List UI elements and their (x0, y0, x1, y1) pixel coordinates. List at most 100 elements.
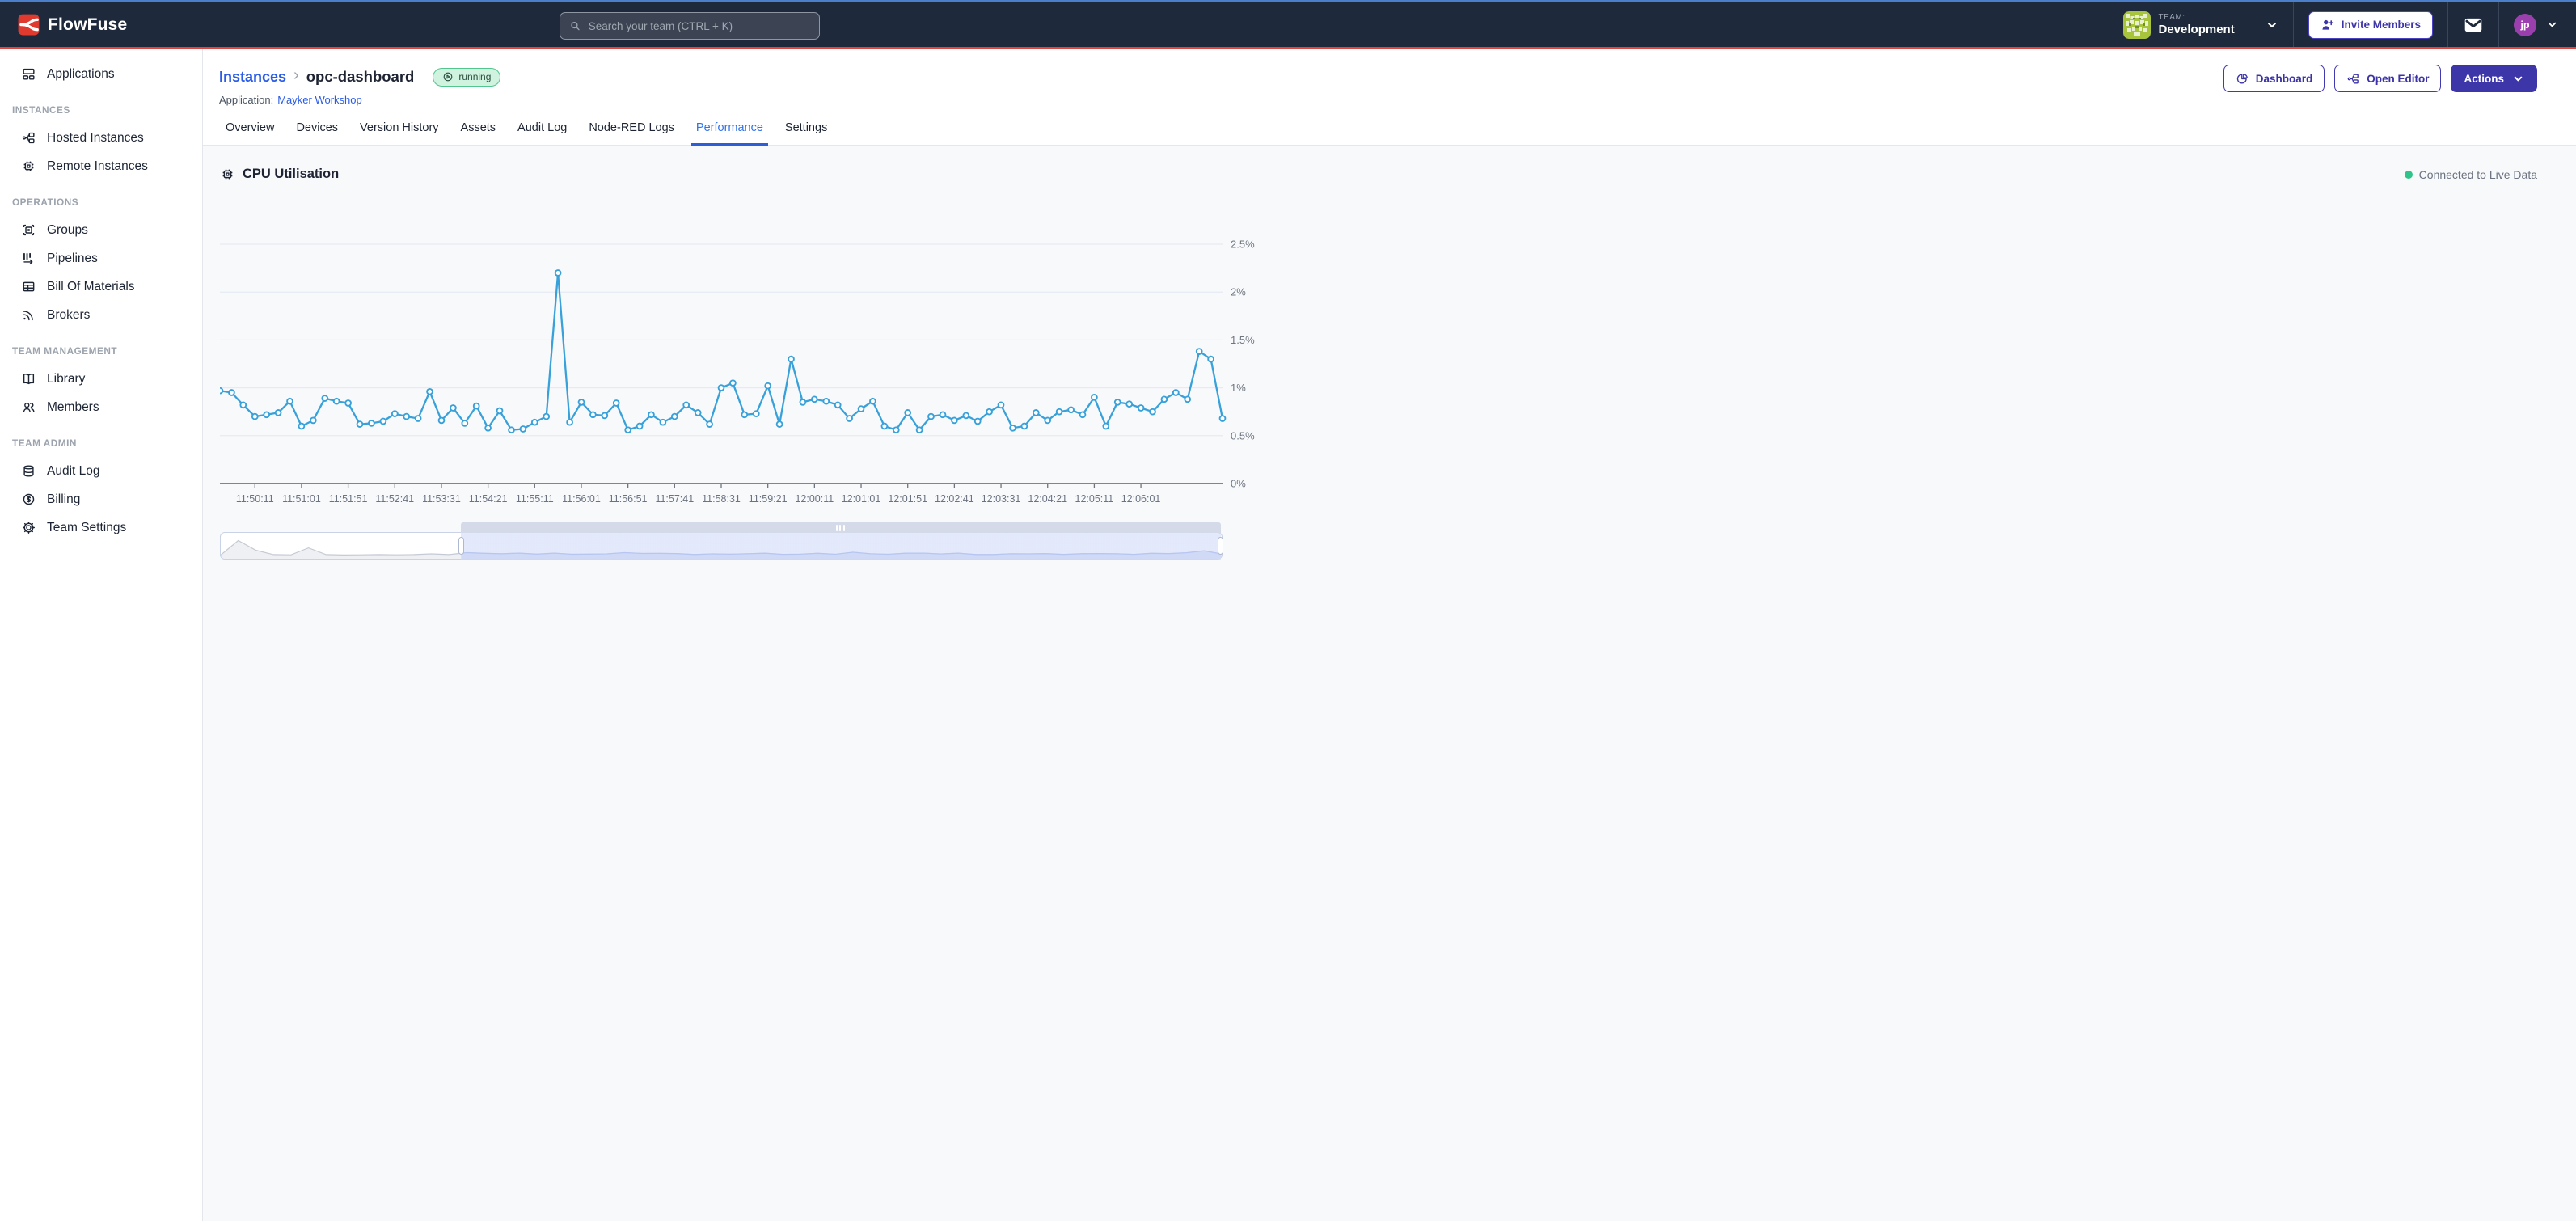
svg-text:12:03:31: 12:03:31 (982, 493, 1021, 505)
open-editor-button[interactable]: Open Editor (2334, 65, 2441, 92)
tab-overview[interactable]: Overview (221, 121, 279, 146)
flowfuse-logo[interactable]: FlowFuse (18, 14, 127, 36)
live-status: Connected to Live Data (2405, 168, 2537, 181)
svg-text:12:01:01: 12:01:01 (842, 493, 881, 505)
sidebar-item-label: Billing (47, 492, 80, 507)
team-search[interactable] (560, 12, 820, 40)
tab-audit-log[interactable]: Audit Log (513, 121, 572, 146)
team-selector[interactable]: TEAM: Development (2123, 2, 2278, 47)
tab-devices[interactable]: Devices (291, 121, 343, 146)
brush-handle-left[interactable] (458, 537, 464, 555)
svg-text:12:04:21: 12:04:21 (1028, 493, 1067, 505)
sidebar-item-remote-instances[interactable]: Remote Instances (0, 152, 202, 180)
pie-chart-icon (2236, 72, 2249, 86)
svg-text:11:57:41: 11:57:41 (655, 493, 694, 505)
invite-members-button[interactable]: Invite Members (2308, 11, 2433, 39)
pipelines-icon (21, 251, 36, 266)
user-avatar: jp (2514, 14, 2536, 36)
instance-name: opc-dashboard (306, 68, 415, 86)
brokers-icon (21, 307, 36, 323)
team-label: TEAM: (2159, 13, 2235, 22)
actions-button[interactable]: Actions (2451, 65, 2537, 92)
tab-node-red-logs[interactable]: Node-RED Logs (584, 121, 679, 146)
tab-version-history[interactable]: Version History (355, 121, 444, 146)
svg-text:1%: 1% (1231, 382, 1246, 394)
chart-title: CPU Utilisation (243, 167, 339, 182)
navbar-divider (2293, 2, 2294, 47)
sidebar-item-brokers[interactable]: Brokers (0, 301, 202, 329)
svg-text:12:00:11: 12:00:11 (795, 493, 834, 505)
tab-assets[interactable]: Assets (456, 121, 501, 146)
cpu-chip-icon (220, 167, 235, 182)
svg-text:12:05:11: 12:05:11 (1075, 493, 1114, 505)
cpu-utilisation-chart: 11:50:1111:51:0111:51:5111:52:4111:53:31… (220, 194, 1271, 518)
sidebar-item-members[interactable]: Members (0, 393, 202, 421)
svg-text:11:56:01: 11:56:01 (562, 493, 601, 505)
remote-instances-icon (21, 158, 36, 174)
svg-text:11:54:21: 11:54:21 (469, 493, 508, 505)
team-chevron-down-icon (2266, 19, 2278, 32)
members-icon (21, 399, 36, 415)
search-icon (569, 19, 581, 32)
breadcrumb: Instances › opc-dashboard running (219, 65, 500, 89)
svg-text:11:51:01: 11:51:01 (282, 493, 321, 505)
svg-text:0.5%: 0.5% (1231, 429, 1255, 442)
navbar-divider (2447, 2, 2448, 47)
breadcrumb-chevron: › (293, 66, 299, 85)
sidebar-item-audit-log[interactable]: Audit Log (0, 457, 202, 485)
sidebar-item-team-settings[interactable]: Team Settings (0, 513, 202, 542)
sidebar-item-label: Remote Instances (47, 159, 148, 174)
sidebar-item-applications[interactable]: Applications (0, 60, 202, 88)
dashboard-button[interactable]: Dashboard (2223, 65, 2325, 92)
svg-text:11:55:11: 11:55:11 (516, 493, 554, 505)
svg-text:12:02:41: 12:02:41 (935, 493, 974, 505)
sidebar-item-label: Library (47, 372, 85, 387)
groups-icon (21, 222, 36, 238)
sidebar-item-label: Members (47, 400, 99, 415)
actions-button-label: Actions (2464, 73, 2504, 85)
application-link[interactable]: Mayker Workshop (277, 94, 362, 106)
sidebar-item-pipelines[interactable]: Pipelines (0, 244, 202, 273)
svg-text:2.5%: 2.5% (1231, 239, 1255, 251)
sidebar-item-label: Team Settings (47, 521, 126, 535)
svg-text:11:56:51: 11:56:51 (609, 493, 648, 505)
sidebar-section-instances: INSTANCES (0, 88, 202, 124)
sidebar: Applications INSTANCES Hosted Instances … (0, 49, 203, 1221)
sidebar-item-groups[interactable]: Groups (0, 216, 202, 244)
bill-of-materials-icon (21, 279, 36, 294)
tab-performance[interactable]: Performance (691, 121, 768, 146)
notifications-button[interactable] (2463, 15, 2484, 36)
sidebar-item-label: Bill Of Materials (47, 280, 135, 294)
svg-text:11:59:21: 11:59:21 (749, 493, 788, 505)
brush-handle-right[interactable] (1218, 537, 1223, 555)
sidebar-section-team-management: TEAM MANAGEMENT (0, 329, 202, 365)
brand-name: FlowFuse (48, 15, 127, 35)
tab-settings[interactable]: Settings (780, 121, 832, 146)
svg-text:12:06:01: 12:06:01 (1121, 493, 1161, 505)
svg-text:11:50:11: 11:50:11 (236, 493, 274, 505)
brush-selection[interactable] (461, 522, 1221, 560)
sidebar-item-library[interactable]: Library (0, 365, 202, 393)
sidebar-item-label: Applications (47, 67, 115, 82)
breadcrumb-instances-link[interactable]: Instances (219, 69, 286, 86)
sidebar-item-hosted-instances[interactable]: Hosted Instances (0, 124, 202, 152)
user-menu[interactable]: jp (2514, 14, 2558, 36)
user-add-icon (2321, 18, 2335, 32)
sidebar-section-team-admin: TEAM ADMIN (0, 421, 202, 457)
database-icon (21, 463, 36, 479)
svg-text:2%: 2% (1231, 286, 1246, 298)
svg-text:1.5%: 1.5% (1231, 334, 1255, 346)
search-input[interactable] (589, 20, 810, 32)
applications-icon (21, 66, 36, 82)
application-label: Application: (219, 94, 273, 106)
status-badge-label: running (458, 71, 491, 82)
sidebar-item-billing[interactable]: Billing (0, 485, 202, 513)
library-icon (21, 371, 36, 387)
navbar-divider (2498, 2, 2499, 47)
sidebar-item-bill-of-materials[interactable]: Bill Of Materials (0, 273, 202, 301)
chart-brush (220, 522, 1223, 564)
team-avatar (2123, 11, 2151, 39)
svg-text:0%: 0% (1231, 478, 1246, 490)
brush-grip-icon[interactable] (836, 525, 845, 531)
billing-icon (21, 492, 36, 507)
